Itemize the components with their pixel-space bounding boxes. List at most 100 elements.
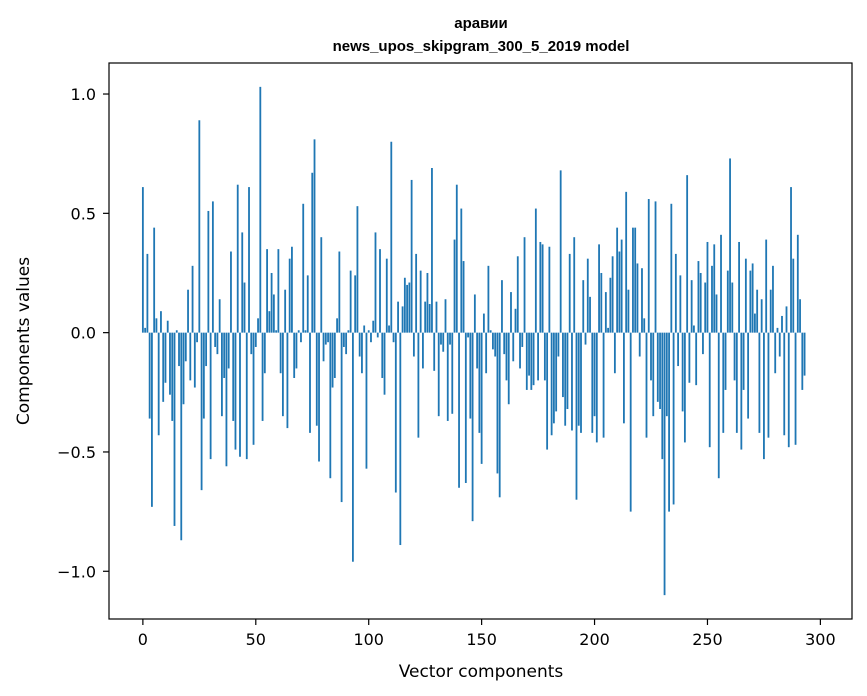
bar-204: [602, 332, 605, 438]
bar-108: [385, 258, 388, 333]
bar-7: [157, 332, 160, 436]
x-tick-label: 300: [805, 630, 836, 649]
bar-243: [690, 280, 693, 333]
bar-126: [426, 272, 429, 333]
bar-12: [169, 332, 171, 395]
bar-241: [686, 175, 689, 333]
bar-87: [338, 251, 341, 333]
bar-164: [512, 332, 515, 362]
bar-142: [462, 261, 465, 333]
bar-169: [523, 237, 526, 333]
bar-145: [469, 332, 472, 419]
plot-frame: [108, 62, 853, 620]
bar-287: [790, 187, 792, 333]
bar-33: [216, 332, 219, 355]
bar-156: [494, 332, 497, 357]
bar-31: [211, 201, 214, 333]
bar-161: [505, 332, 508, 381]
bar-1: [144, 327, 147, 333]
bar-133: [442, 332, 445, 352]
x-tick-label: 0: [138, 630, 148, 649]
bar-265: [740, 332, 743, 450]
bar-97: [361, 332, 363, 374]
bar-5: [153, 227, 156, 333]
bar-172: [530, 332, 533, 390]
bar-175: [537, 332, 539, 381]
bar-155: [492, 332, 494, 350]
bar-120: [412, 332, 415, 357]
bar-17: [180, 332, 183, 541]
bar-86: [336, 318, 338, 333]
bar-10: [164, 332, 167, 383]
bar-174: [534, 208, 537, 333]
x-tick-label: 250: [692, 630, 723, 649]
bar-177: [541, 244, 544, 333]
bar-289: [794, 332, 797, 445]
bar-49: [252, 332, 255, 445]
bar-263: [735, 332, 738, 433]
bar-62: [281, 332, 284, 417]
bar-245: [695, 332, 698, 386]
bar-236: [674, 253, 677, 333]
bar-80: [322, 332, 325, 362]
bar-11: [166, 320, 169, 333]
bar-213: [623, 332, 625, 424]
bar-115: [401, 306, 404, 333]
bar-143: [464, 332, 467, 483]
bar-281: [776, 327, 779, 333]
bar-274: [760, 299, 763, 333]
bar-103: [374, 232, 377, 333]
bar-199: [591, 332, 594, 433]
bar-83: [329, 332, 332, 479]
bar-73: [306, 275, 309, 333]
bar-45: [243, 282, 246, 333]
bar-32: [214, 332, 217, 347]
bar-106: [381, 332, 384, 378]
bar-136: [449, 332, 451, 345]
y-tick-label: −1.0: [57, 562, 96, 581]
bar-141: [460, 208, 463, 333]
bar-264: [738, 241, 740, 333]
bar-249: [704, 282, 707, 333]
bar-148: [476, 332, 479, 369]
bar-25: [198, 120, 201, 333]
bar-154: [489, 330, 492, 333]
bar-153: [487, 265, 490, 333]
bar-207: [609, 277, 612, 333]
bar-270: [751, 263, 754, 333]
bar-252: [711, 265, 713, 333]
bar-282: [778, 332, 781, 357]
bar-194: [580, 332, 582, 433]
bar-111: [392, 332, 395, 343]
bar-48: [250, 332, 253, 355]
bar-176: [539, 241, 542, 333]
bar-184: [557, 332, 560, 357]
bar-50: [254, 332, 257, 347]
bar-105: [379, 249, 381, 333]
bar-79: [320, 237, 323, 333]
bar-201: [595, 332, 598, 443]
bar-101: [370, 332, 372, 343]
bar-138: [453, 239, 456, 333]
bar-230: [661, 332, 664, 460]
bar-181: [550, 332, 553, 436]
bar-271: [753, 313, 756, 333]
bar-43: [239, 332, 241, 457]
x-tick-label: 50: [246, 630, 266, 649]
bar-211: [618, 251, 621, 333]
bar-54: [263, 332, 266, 374]
y-axis-label: Components values: [14, 257, 34, 425]
bar-9: [162, 332, 165, 402]
bar-234: [670, 203, 673, 333]
bar-183: [555, 332, 558, 412]
bar-22: [191, 265, 194, 333]
bar-89: [342, 332, 345, 347]
bar-157: [496, 332, 499, 474]
bar-88: [340, 332, 343, 503]
bar-269: [749, 270, 752, 333]
bar-130: [435, 301, 438, 333]
bar-122: [417, 332, 420, 438]
bar-99: [365, 332, 368, 469]
bar-182: [552, 332, 555, 424]
bar-98: [363, 325, 366, 333]
